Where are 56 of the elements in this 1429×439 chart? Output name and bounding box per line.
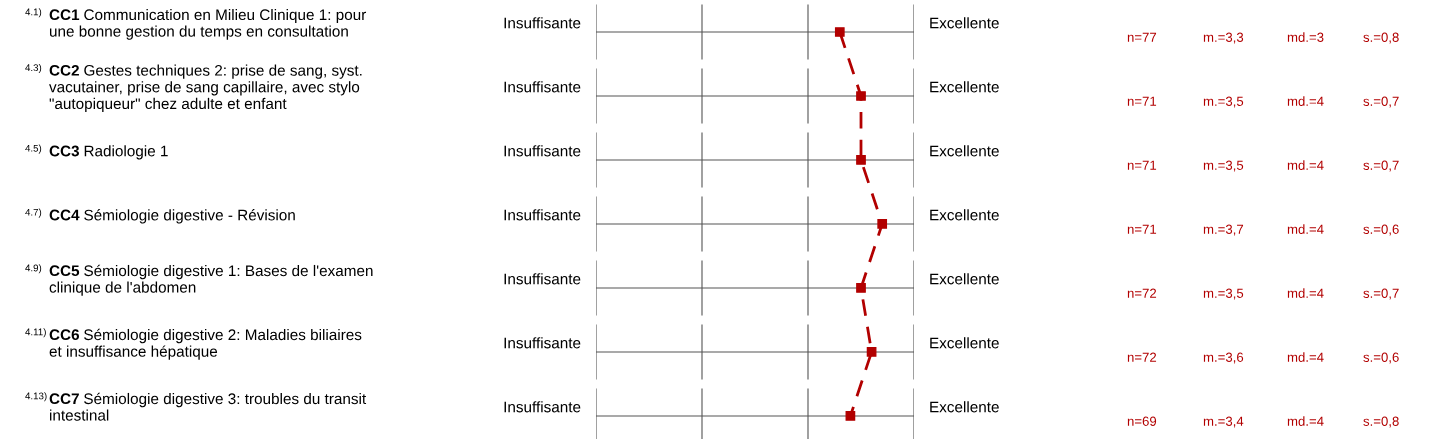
y-tick-label: 4.5) CC3 Radiologie 1 xyxy=(25,144,168,160)
text: n=69 xyxy=(1127,416,1157,426)
data-label: m.=3,4 xyxy=(1203,416,1244,428)
text: n=71 xyxy=(1127,224,1157,234)
point xyxy=(856,91,866,101)
text: n=72 xyxy=(1127,352,1157,362)
y-tick-label: 4.3) CC2 Gestes techniques 2: prise de sang, syst. vacutainer, prise de sang capillaire, avec stylo "autopiqueur" chez adulte et enfant xyxy=(25,63,362,113)
text: Excellente xyxy=(930,401,999,413)
point xyxy=(866,347,877,357)
text: Insuffisante xyxy=(504,209,581,221)
point xyxy=(834,27,845,37)
text: md.=4 xyxy=(1287,160,1324,170)
text: md.=4 xyxy=(1287,352,1324,362)
text: Insuffisante xyxy=(504,273,581,285)
text: Excellente xyxy=(930,337,999,349)
text: Insuffisante xyxy=(504,401,581,413)
data-label: m.=3,7 xyxy=(1203,224,1244,236)
y-tick-label: 4.7) CC4 Sémiologie digestive - Révision xyxy=(25,208,295,224)
text: s.=0,8 xyxy=(1363,416,1399,428)
data-label: m.=3,5 xyxy=(1203,96,1244,108)
text: n=71 xyxy=(1127,160,1157,170)
text: Excellente xyxy=(930,145,999,157)
text: Excellente xyxy=(930,273,999,285)
y-tick-label: 4.9) CC5 Sémiologie digestive 1: Bases de l'examen clinique de l'abdomen xyxy=(25,264,373,296)
point xyxy=(856,155,866,165)
point xyxy=(845,411,856,421)
point xyxy=(877,219,888,229)
y-tick-label: 4.13) CC7 Sémiologie digestive 3: troubles du transit intestinal xyxy=(25,392,367,421)
data-label: m.=3,6 xyxy=(1203,352,1244,364)
text: md.=4 xyxy=(1287,288,1324,298)
text: Insuffisante xyxy=(504,337,581,349)
data-label: m.=3,5 xyxy=(1203,160,1244,172)
text: s.=0,6 xyxy=(1363,352,1399,364)
y-tick-label: 4.1) CC1 Communication en Milieu Clinique 1: pour une bonne gestion du temps en consultation xyxy=(25,8,367,40)
text: Insuffisante xyxy=(504,145,581,157)
text: Excellente xyxy=(930,209,999,221)
text: n=72 xyxy=(1127,288,1157,298)
text: Excellente xyxy=(930,17,999,29)
text: md.=4 xyxy=(1287,96,1324,106)
point xyxy=(856,283,866,293)
text: md.=4 xyxy=(1287,416,1324,426)
text: Insuffisante xyxy=(504,17,581,29)
text: md.=3 xyxy=(1287,32,1324,42)
text: n=77 xyxy=(1127,32,1157,42)
text: s.=0,7 xyxy=(1363,288,1399,300)
text: s.=0,7 xyxy=(1363,160,1399,172)
data-label: m.=3,5 xyxy=(1203,288,1244,300)
text: s.=0,8 xyxy=(1363,32,1399,44)
text: Excellente xyxy=(930,81,999,93)
text: n=71 xyxy=(1127,96,1157,106)
y-tick-label: 4.11) CC6 Sémiologie digestive 2: Maladies biliaires et insuffisance hépatique xyxy=(25,328,362,360)
text: Insuffisante xyxy=(504,81,581,93)
text: s.=0,6 xyxy=(1363,224,1399,236)
text: md.=4 xyxy=(1287,224,1324,234)
text: s.=0,7 xyxy=(1363,96,1399,108)
data-label: m.=3,3 xyxy=(1203,32,1244,44)
